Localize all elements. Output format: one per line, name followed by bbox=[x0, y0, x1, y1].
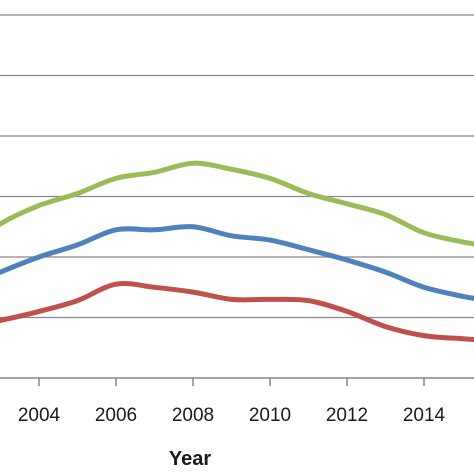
x-tick-label-2006: 2006 bbox=[95, 405, 137, 426]
x-tick-label-2014: 2014 bbox=[403, 405, 446, 426]
x-tick-label-2012: 2012 bbox=[326, 405, 368, 426]
x-tick-label-2010: 2010 bbox=[249, 405, 291, 426]
x-tick-label-2008: 2008 bbox=[172, 405, 214, 426]
gridlines bbox=[0, 14, 474, 319]
series-lines bbox=[0, 160, 474, 342]
x-tick-label-2004: 2004 bbox=[18, 405, 61, 426]
x-axis-ticks bbox=[38, 378, 425, 386]
x-axis-tick-labels: 2004200620082010201220142 bbox=[18, 405, 446, 426]
x-axis-title: Year bbox=[169, 448, 211, 470]
series-line-green bbox=[0, 160, 474, 247]
series-line-blue bbox=[0, 224, 474, 301]
series-line-red bbox=[0, 281, 474, 342]
